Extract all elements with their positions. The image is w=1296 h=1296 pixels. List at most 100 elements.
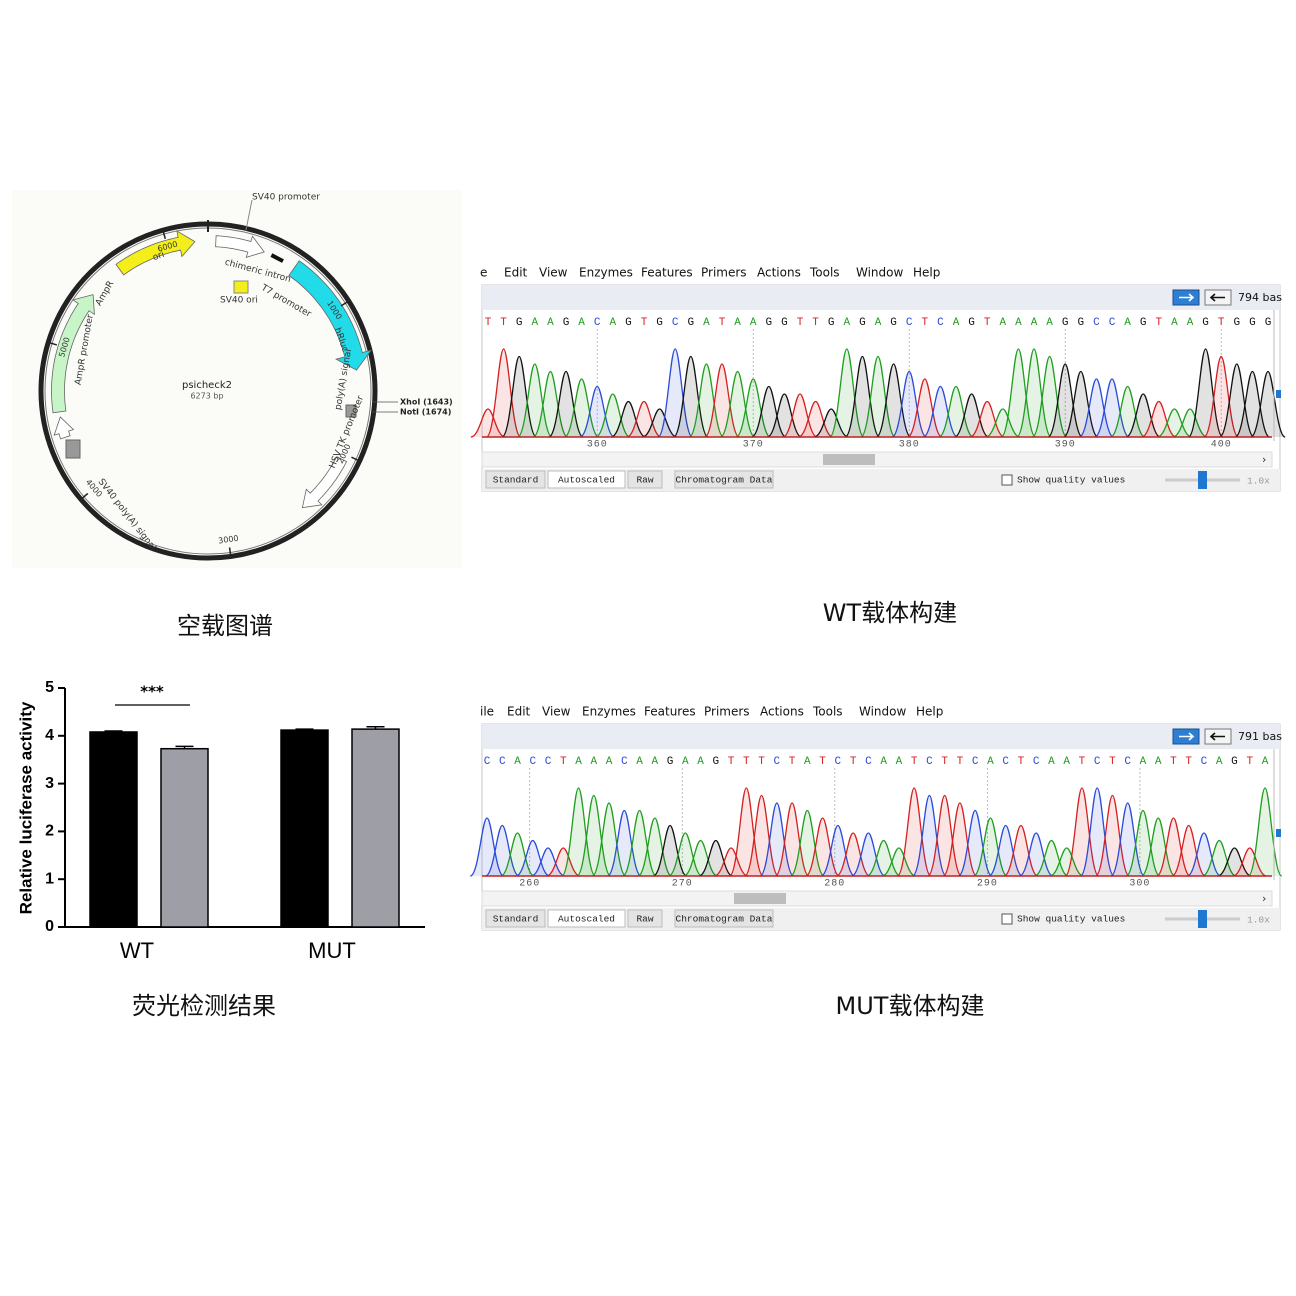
base-call: C: [672, 317, 679, 329]
menu-item[interactable]: Help: [913, 266, 940, 280]
tab-button[interactable]: [547, 909, 626, 928]
zoom-thumb[interactable]: [1198, 910, 1207, 928]
menu-item[interactable]: Actions: [760, 705, 804, 719]
base-call: A: [531, 317, 538, 329]
scroll-thumb[interactable]: [734, 893, 786, 904]
position-label: 280: [824, 879, 845, 890]
base-call: A: [1063, 756, 1070, 768]
base-call: C: [621, 756, 628, 768]
menu-item[interactable]: Enzymes: [582, 705, 636, 719]
tab-label: Autoscaled: [558, 914, 615, 925]
tab-button[interactable]: [485, 470, 546, 489]
tab-button[interactable]: [485, 909, 546, 928]
peak: [1247, 787, 1283, 877]
peak: [1095, 794, 1130, 877]
menu-item[interactable]: Enzymes: [579, 266, 633, 280]
feature-arrow: [115, 230, 196, 276]
menu-item[interactable]: Primers: [704, 705, 750, 719]
peak: [969, 400, 1005, 438]
menu-item[interactable]: Window: [859, 705, 907, 719]
zoom-thumb[interactable]: [1198, 471, 1207, 489]
peak: [1217, 847, 1252, 877]
menu-item[interactable]: Features: [644, 705, 696, 719]
menu-item[interactable]: Tools: [809, 266, 840, 280]
peak: [1000, 348, 1037, 438]
quality-label: Show quality values: [1017, 475, 1125, 486]
peak: [820, 824, 855, 877]
peak: [579, 385, 615, 438]
back-icon: [1209, 293, 1225, 302]
base-call: G: [625, 317, 632, 329]
base-call: A: [1216, 756, 1223, 768]
base-call: T: [500, 317, 507, 329]
peak: [1063, 370, 1099, 438]
menu-item[interactable]: ile: [480, 705, 494, 719]
position-label: 390: [1055, 440, 1076, 451]
tab-button[interactable]: [627, 909, 663, 928]
caption: 荧光检测结果: [132, 992, 276, 1020]
menu-item[interactable]: Features: [641, 266, 693, 280]
base-call: T: [485, 317, 492, 329]
menu-item[interactable]: Window: [856, 266, 904, 280]
site-label: NotI (1674): [400, 408, 451, 417]
peak: [698, 839, 733, 877]
peak: [1125, 393, 1161, 438]
scrollbar: [481, 890, 1273, 907]
peak: [688, 363, 725, 438]
base-call: T: [1155, 317, 1162, 329]
error-bar: [366, 725, 385, 730]
tab-button[interactable]: [674, 909, 774, 928]
menu-item[interactable]: View: [539, 266, 568, 280]
error-bar: [175, 745, 194, 749]
back-icon: [1209, 732, 1225, 741]
menu-item[interactable]: Actions: [757, 266, 801, 280]
site-label: XhoI (1643): [400, 398, 453, 407]
base-call: A: [896, 756, 903, 768]
tab-button[interactable]: [674, 470, 774, 489]
peak: [1172, 408, 1208, 438]
quality-checkbox[interactable]: [1001, 913, 1013, 925]
base-call: G: [1231, 756, 1238, 768]
peak: [1078, 378, 1114, 438]
position-label: 270: [672, 879, 693, 890]
base-call: T: [1218, 317, 1225, 329]
peak: [922, 385, 958, 438]
base-call: A: [606, 756, 613, 768]
y-tick-label: 1: [45, 870, 54, 887]
tab-label: Raw: [636, 914, 653, 925]
menu-item[interactable]: Edit: [504, 266, 528, 280]
menu-item[interactable]: Tools: [812, 705, 843, 719]
y-tick-label: 2: [45, 823, 54, 840]
base-call: A: [1155, 756, 1162, 768]
base-call: T: [743, 756, 750, 768]
bar: [89, 731, 138, 928]
peak: [907, 378, 943, 438]
menu-item[interactable]: e: [480, 266, 487, 280]
menu-item[interactable]: View: [542, 705, 571, 719]
peak: [1049, 847, 1084, 877]
tab-button[interactable]: [547, 470, 626, 489]
base-call: T: [812, 317, 819, 329]
base-call: A: [1140, 756, 1147, 768]
base-call: G: [781, 317, 788, 329]
base-call: G: [656, 317, 663, 329]
base-call: T: [797, 317, 804, 329]
position-label: 380: [899, 440, 920, 451]
menu-item[interactable]: Edit: [507, 705, 531, 719]
tab-button[interactable]: [627, 470, 663, 489]
quality-checkbox[interactable]: [1001, 474, 1013, 486]
peak: [744, 794, 779, 877]
position-label: 290: [977, 879, 998, 890]
feature-arrow: [215, 235, 265, 258]
peak: [714, 847, 749, 877]
peak: [622, 809, 657, 877]
peak: [1094, 378, 1130, 438]
peak: [973, 817, 1008, 877]
menu-item[interactable]: Primers: [701, 266, 747, 280]
menu-item[interactable]: Help: [916, 705, 943, 719]
base-call: A: [1187, 317, 1194, 329]
base-call: C: [906, 317, 913, 329]
scroll-thumb[interactable]: [823, 454, 875, 465]
position-label: 400: [1211, 440, 1232, 451]
base-call: C: [972, 756, 979, 768]
